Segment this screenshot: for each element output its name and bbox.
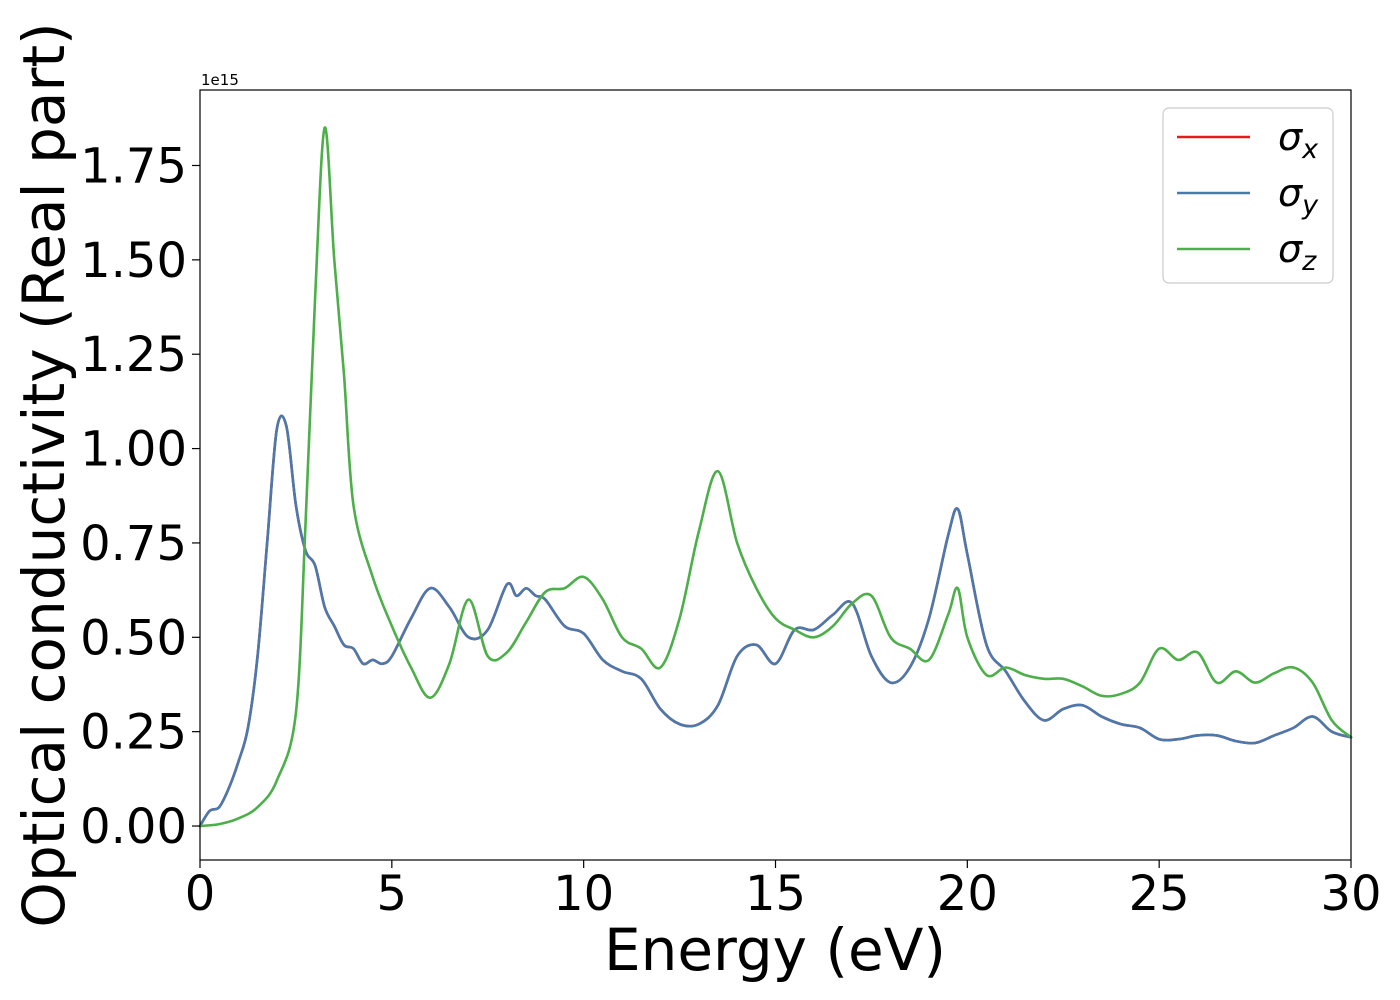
x-tick-label: 10 xyxy=(553,866,614,922)
legend-label-y: σy xyxy=(1278,171,1319,221)
x-tick-label: 0 xyxy=(185,866,216,922)
y-axis-offset-label: 1e15 xyxy=(201,71,239,89)
y-tick-label: 1.25 xyxy=(80,327,187,383)
y-tick-label: 0.50 xyxy=(80,610,187,666)
x-axis-title: Energy (eV) xyxy=(604,916,946,984)
legend-box xyxy=(1162,107,1334,284)
y-tick-label: 0.75 xyxy=(80,516,187,572)
x-tick-label: 15 xyxy=(745,866,806,922)
y-axis-title: Optical conductivity (Real part) xyxy=(10,22,78,927)
x-tick-label: 25 xyxy=(1129,866,1190,922)
y-tick-label: 1.00 xyxy=(80,422,187,478)
y-tick-label: 1.75 xyxy=(80,138,187,194)
legend-label-z: σz xyxy=(1278,227,1317,277)
x-tick-label: 5 xyxy=(377,866,408,922)
y-tick-label: 0.25 xyxy=(80,705,187,761)
y-tick-label: 1.50 xyxy=(80,233,187,289)
y-tick-label: 0.00 xyxy=(80,799,187,855)
series-line-z xyxy=(198,126,1353,828)
legend-label-x: σx xyxy=(1278,115,1319,165)
x-tick-label: 30 xyxy=(1320,866,1381,922)
series-line-y xyxy=(198,414,1353,828)
legend: σx σy σz xyxy=(1162,107,1334,284)
x-tick-label: 20 xyxy=(937,866,998,922)
